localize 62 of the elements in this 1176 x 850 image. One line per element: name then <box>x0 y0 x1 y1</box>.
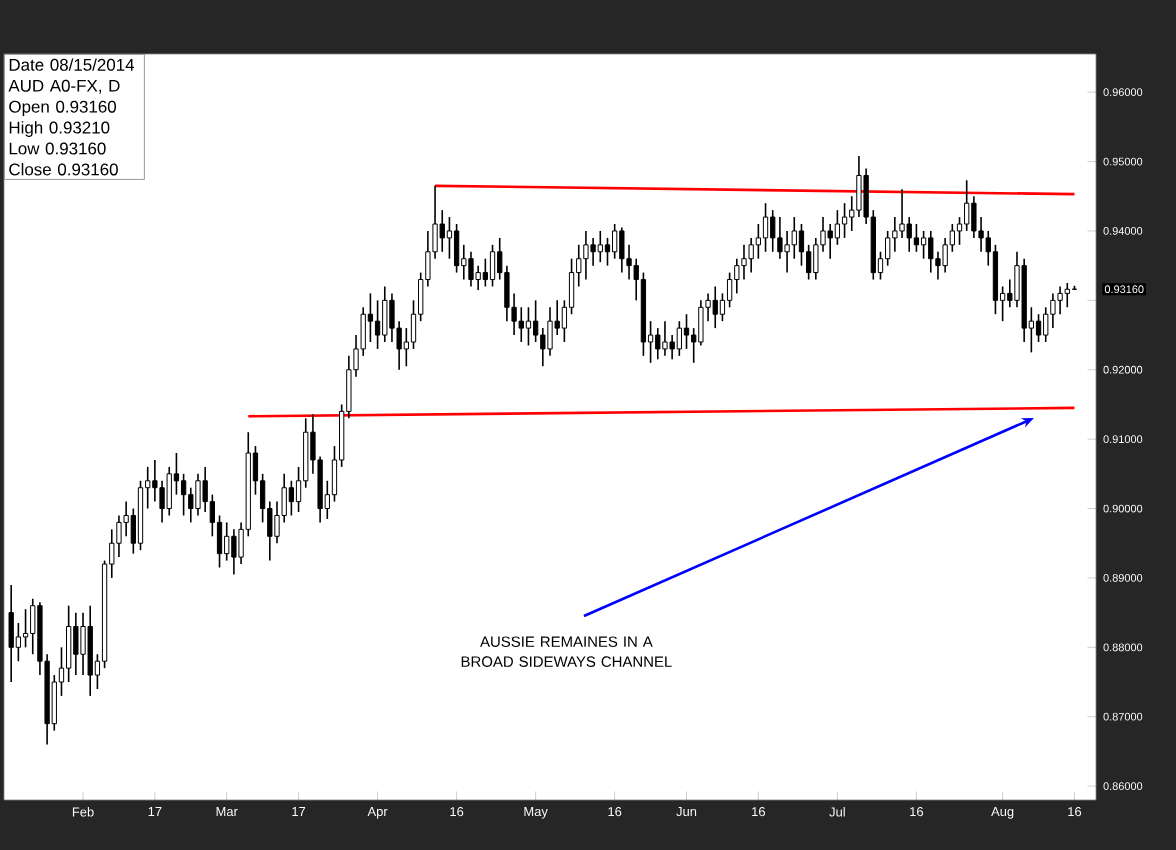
candlestick <box>942 237 948 274</box>
candlestick <box>841 202 848 239</box>
candlestick <box>698 299 704 347</box>
annotation: High 0.93210 <box>9 121 110 137</box>
annotation: Date 08/15/2014 <box>9 58 135 71</box>
candlestick <box>231 528 237 576</box>
candlestick <box>532 299 539 343</box>
candlestick <box>683 313 690 350</box>
candlestick <box>22 608 29 649</box>
annotation: Close 0.93160 <box>9 162 118 176</box>
candlestick <box>655 327 661 361</box>
candlestick <box>439 209 445 253</box>
candlestick <box>468 250 474 288</box>
candlestick <box>669 334 675 361</box>
candlestick <box>755 223 762 260</box>
candlestick <box>382 285 388 343</box>
annotation: Low 0.93160 <box>9 142 106 155</box>
candlestick <box>762 202 769 253</box>
candlestick <box>453 223 460 274</box>
candlestick <box>1064 282 1070 309</box>
annotation: AUD A0-FX, D <box>8 79 120 94</box>
candlestick <box>195 473 201 517</box>
candlestick <box>712 285 718 329</box>
candlestick <box>367 292 374 343</box>
candlestick <box>8 584 14 683</box>
candlestick <box>885 230 891 267</box>
candlestick <box>604 237 611 267</box>
candlestick <box>1035 313 1042 343</box>
annotation: Open 0.93160 <box>9 100 117 116</box>
candlestick <box>612 223 618 260</box>
candlestick <box>597 230 603 263</box>
candlestick <box>798 223 805 267</box>
candlestick <box>482 257 488 288</box>
candlestick <box>180 473 187 517</box>
candlestick <box>913 223 920 253</box>
candlestick <box>374 299 381 350</box>
candlestick <box>583 230 589 281</box>
candlestick <box>525 306 532 347</box>
candlestick <box>80 611 86 676</box>
candlestick <box>30 597 36 656</box>
candlestick <box>446 216 453 260</box>
candlestick <box>770 209 776 253</box>
candlestick <box>662 320 668 357</box>
candlestick <box>166 466 172 517</box>
candlestick <box>834 209 841 246</box>
candlestick <box>827 223 833 260</box>
candlestick <box>676 320 682 357</box>
candlestick <box>224 521 230 562</box>
candlestick <box>920 230 927 260</box>
candlestick <box>73 611 79 676</box>
candlestick <box>964 179 970 232</box>
candlestick <box>540 327 546 368</box>
candlestick <box>748 237 754 274</box>
candlestick <box>288 479 295 517</box>
candlestick <box>928 230 934 274</box>
candlestick <box>619 226 625 274</box>
candlestick <box>489 244 496 288</box>
candlestick <box>475 264 481 291</box>
candlestick <box>188 486 194 524</box>
candlestick <box>66 604 72 683</box>
candlestick <box>590 237 596 267</box>
candlestick <box>726 271 733 309</box>
